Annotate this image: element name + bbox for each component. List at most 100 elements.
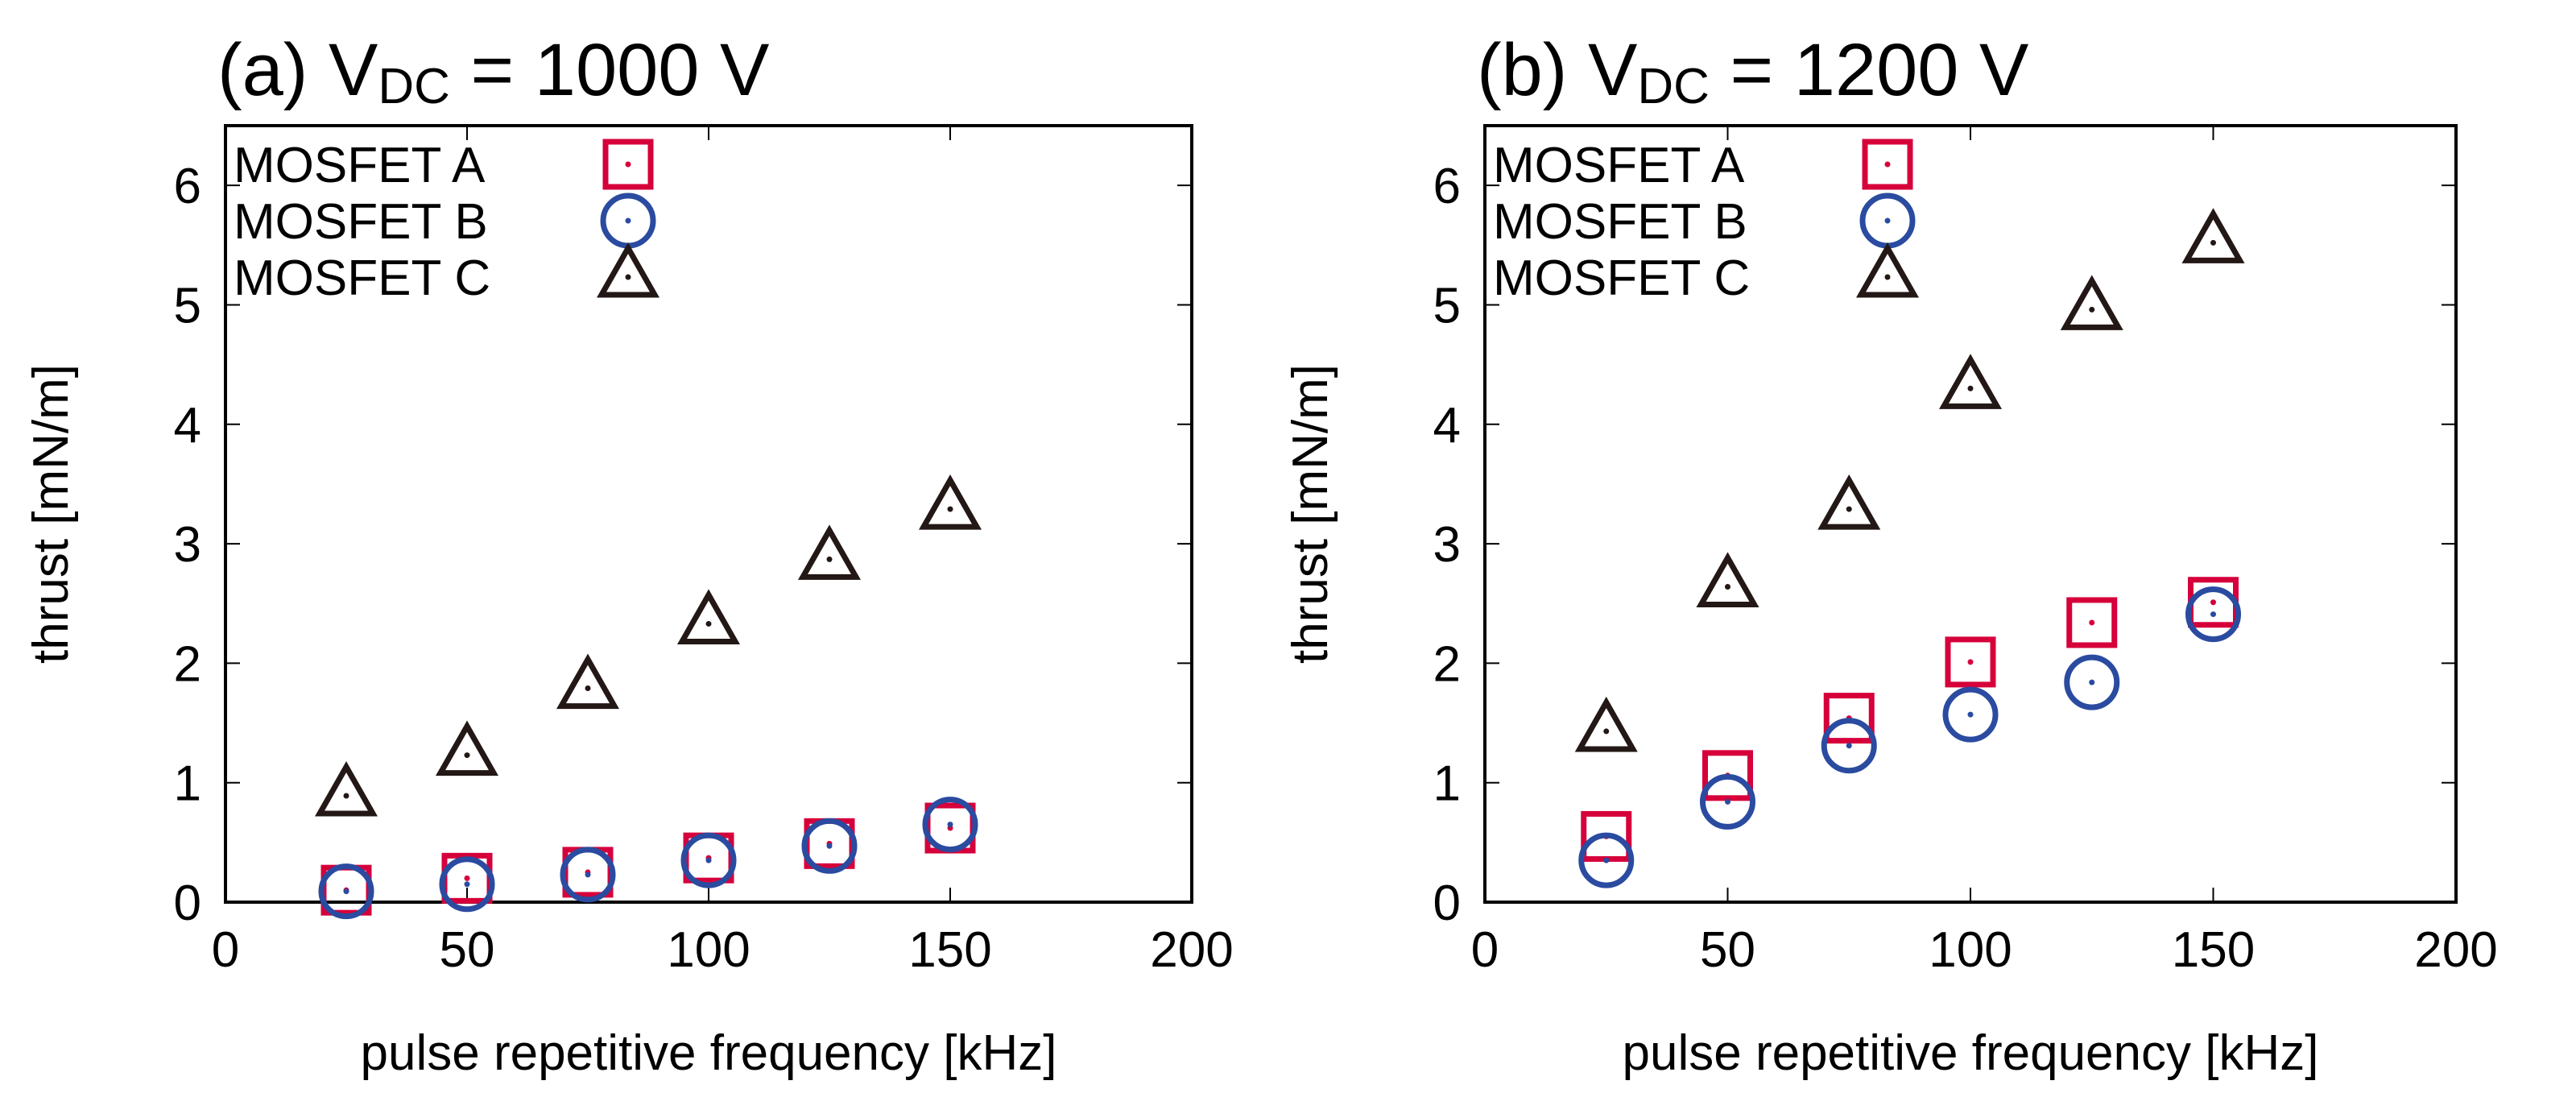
circle-marker xyxy=(1578,832,1635,888)
data-point xyxy=(918,474,982,530)
triangle-marker xyxy=(1855,242,1920,298)
y-tick-label: 0 xyxy=(1433,876,1461,931)
center-dot xyxy=(1967,385,1974,391)
center-dot xyxy=(464,875,470,881)
data-point xyxy=(556,653,620,710)
x-tick-label: 0 xyxy=(1471,922,1499,978)
data-point xyxy=(676,589,741,644)
circle-marker xyxy=(439,856,495,913)
data-point xyxy=(801,818,858,874)
center-dot xyxy=(464,752,470,759)
title-suffix: = 1000 V xyxy=(450,29,769,111)
triangle-marker xyxy=(676,589,741,644)
center-dot xyxy=(2089,619,2095,626)
triangle-marker xyxy=(435,720,499,776)
center-dot xyxy=(1884,161,1891,168)
center-dot xyxy=(625,217,631,224)
data-point xyxy=(2066,597,2118,648)
center-dot xyxy=(705,620,712,627)
square-marker xyxy=(1945,636,1996,688)
y-tick-label: 6 xyxy=(1433,159,1461,214)
x-tick-label: 150 xyxy=(908,922,991,978)
triangle-marker xyxy=(556,653,620,710)
center-dot xyxy=(1884,217,1891,224)
triangle-marker xyxy=(1938,354,2003,409)
y-tick-label: 5 xyxy=(1433,278,1461,333)
legend-marker xyxy=(1855,242,1920,298)
circle-marker xyxy=(318,863,374,920)
series-mosfet-b xyxy=(318,797,978,920)
x-tick-label: 100 xyxy=(667,922,750,978)
title-suffix: = 1200 V xyxy=(1710,29,2028,111)
circle-marker xyxy=(922,797,978,853)
title-prefix: (a) V xyxy=(217,29,378,111)
center-dot xyxy=(826,556,833,562)
center-dot xyxy=(625,161,631,168)
series-mosfet-c xyxy=(1574,208,2245,752)
center-dot xyxy=(2210,239,2216,246)
y-tick-label: 4 xyxy=(174,398,201,453)
y-tick-label: 5 xyxy=(174,278,201,333)
square-marker xyxy=(2066,597,2118,648)
center-dot xyxy=(1603,857,1610,863)
x-tick-label: 0 xyxy=(212,922,239,978)
triangle-marker xyxy=(797,524,862,580)
y-axis-label: thrust [mN/m] xyxy=(23,364,79,664)
data-point xyxy=(2064,654,2120,710)
data-point xyxy=(1696,552,1759,608)
center-dot xyxy=(2210,611,2216,618)
legend-marker xyxy=(596,242,660,298)
legend-marker xyxy=(600,193,656,249)
title-prefix: (b) V xyxy=(1477,29,1637,111)
legend-label: MOSFET C xyxy=(234,251,490,306)
data-point xyxy=(439,856,495,913)
y-tick-label: 2 xyxy=(174,636,201,692)
y-tick-label: 3 xyxy=(174,517,201,573)
y-tick-label: 1 xyxy=(1433,756,1461,812)
y-tick-label: 6 xyxy=(174,159,201,214)
center-dot xyxy=(1967,711,1974,718)
center-dot xyxy=(2089,306,2095,313)
x-tick-label: 150 xyxy=(2172,922,2255,978)
circle-marker xyxy=(680,832,737,888)
data-point xyxy=(2060,275,2123,330)
center-dot xyxy=(947,506,953,512)
data-point xyxy=(1821,718,1877,774)
title-subscript: DC xyxy=(1637,59,1710,114)
data-point xyxy=(2185,586,2241,643)
center-dot xyxy=(826,843,833,849)
legend-marker xyxy=(1862,139,1913,190)
series-mosfet-a xyxy=(320,802,976,916)
title-subscript: DC xyxy=(378,59,450,114)
triangle-marker xyxy=(596,242,660,298)
data-point xyxy=(560,847,616,903)
x-axis-label: pulse repetitive frequency [kHz] xyxy=(1623,1025,2319,1081)
data-point xyxy=(922,797,978,853)
center-dot xyxy=(625,274,631,280)
legend-marker xyxy=(1859,193,1916,249)
data-point xyxy=(1938,354,2003,409)
series-mosfet-c xyxy=(314,474,982,817)
circle-marker xyxy=(2064,654,2120,710)
triangle-marker xyxy=(918,474,982,530)
y-tick-label: 2 xyxy=(1433,636,1461,692)
triangle-marker xyxy=(314,760,378,817)
triangle-marker xyxy=(1817,474,1881,530)
legend-label: MOSFET C xyxy=(1493,251,1750,306)
x-tick-label: 100 xyxy=(1929,922,2012,978)
center-dot xyxy=(585,872,591,878)
center-dot xyxy=(585,685,591,692)
square-marker xyxy=(1862,139,1913,190)
center-dot xyxy=(1846,743,1852,749)
data-point xyxy=(314,760,378,817)
chart-title: (b) VDC = 1200 V xyxy=(1477,29,2028,114)
circle-marker xyxy=(801,818,858,874)
legend-marker xyxy=(602,139,654,190)
circle-marker xyxy=(560,847,616,903)
legend-label: MOSFET B xyxy=(1493,194,1747,250)
center-dot xyxy=(1846,506,1852,512)
center-dot xyxy=(705,857,712,863)
